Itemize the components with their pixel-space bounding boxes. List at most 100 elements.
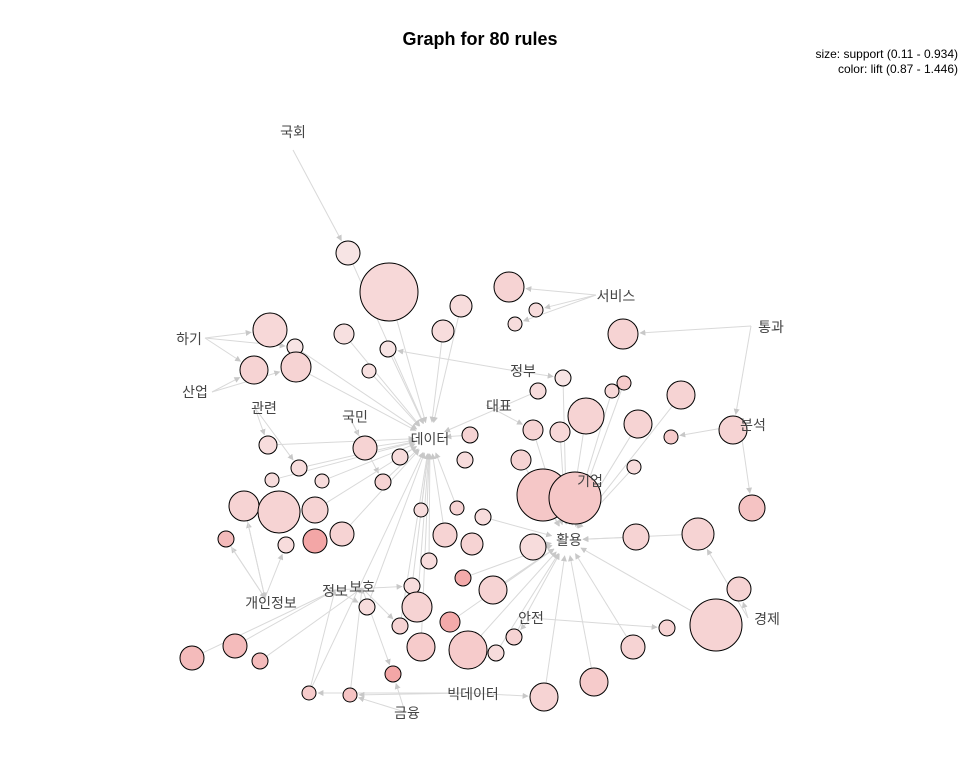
rule-node (460, 532, 484, 556)
lhs-edge (733, 325, 752, 415)
rhs-edge-data (430, 453, 444, 524)
rule-node (251, 652, 269, 670)
lhs-edge (530, 617, 658, 630)
rule-node (329, 521, 355, 547)
rule-node (622, 523, 650, 551)
lhs-edge (394, 682, 406, 713)
item-label: 분석 (740, 418, 766, 434)
lhs-edge (741, 601, 749, 619)
lhs-edge (358, 691, 471, 698)
rule-node (361, 363, 377, 379)
rhs-edge-data (301, 351, 418, 430)
lhs-edge (706, 548, 749, 619)
rule-node (689, 598, 743, 652)
item-label: 경제 (754, 612, 780, 628)
rule-node (604, 383, 620, 399)
rule-node (718, 415, 748, 445)
rhs-edge-hwalyong (517, 553, 560, 631)
rhs-edge-item (310, 589, 337, 687)
item-label: 관련 (251, 401, 277, 417)
rhs-edge-data (445, 433, 463, 440)
lhs-edge (204, 330, 252, 339)
item-label-layer: 국회 서비스 통과 하기 정부 산업 대표 관련 국민 분석 데이터 기업 활용… (176, 125, 784, 722)
rhs-edge-data (349, 341, 421, 427)
rhs-edge-hwalyong (568, 555, 592, 669)
lhs-edge (254, 407, 294, 461)
rule-node (333, 323, 355, 345)
rhs-edge-data (311, 451, 424, 687)
rule-node (449, 500, 465, 516)
rhs-edge-hwalyong (457, 548, 555, 617)
rhs-edge-data (373, 375, 420, 427)
rule-node (607, 318, 639, 350)
rule-node (567, 397, 605, 435)
rhs-edge-data (369, 452, 426, 600)
rule-node (478, 575, 508, 605)
rule-node (548, 471, 602, 525)
item-label: 기업 (577, 474, 603, 490)
rule-node (505, 628, 523, 646)
item-label: 통과 (758, 320, 784, 336)
rule-node (280, 351, 312, 383)
rule-node (493, 271, 525, 303)
lhs-edge (254, 407, 266, 436)
rhs-edge-hwalyong (480, 551, 557, 637)
rule-node (264, 472, 280, 488)
item-label: 서비스 (597, 289, 636, 305)
rule-node (658, 619, 676, 637)
rule-node (529, 682, 559, 712)
rule-node (522, 419, 544, 441)
rule-node (391, 617, 409, 635)
rhs-edge-data (309, 373, 417, 431)
rhs-edge-data (429, 341, 443, 423)
rhs-edge-item (245, 589, 336, 641)
rule-node (456, 451, 474, 469)
rule-node (528, 302, 544, 318)
rule-node-layer (179, 240, 766, 712)
lhs-edge (264, 553, 284, 599)
rule-node (358, 598, 376, 616)
lhs-edge (525, 286, 597, 296)
rhs-edge-data (390, 356, 424, 425)
lhs-edge (361, 587, 394, 620)
item-label: 안전 (518, 611, 544, 627)
legend-color: color: lift (0.87 - 1.446) (838, 62, 958, 76)
lhs-edge (358, 696, 406, 713)
item-label: 데이터 (411, 432, 450, 448)
rule-node (666, 380, 696, 410)
lhs-edge (509, 369, 554, 379)
item-label: 국회 (280, 125, 306, 141)
lhs-edge (544, 294, 597, 310)
lhs-edge (520, 617, 532, 630)
lhs-edge (485, 404, 523, 425)
lhs-edge (639, 325, 752, 336)
item-label: 정부 (510, 364, 536, 380)
rule-node (179, 645, 205, 671)
rule-node (401, 591, 433, 623)
rhs-edge-hwalyong (545, 541, 552, 548)
rule-node (507, 316, 523, 332)
rhs-edge-data (417, 453, 432, 593)
rule-node (454, 569, 472, 587)
lhs-edge (292, 149, 342, 242)
item-label: 정보 (322, 584, 348, 600)
rhs-edge-data (434, 452, 455, 502)
rule-node (290, 459, 308, 477)
rule-node (314, 473, 330, 489)
rhs-edge-hwalyong (580, 547, 694, 613)
rule-node (335, 240, 361, 266)
rule-node (359, 262, 419, 322)
rhs-edge-data (276, 435, 415, 446)
rule-node (301, 496, 329, 524)
rhs-edge-data (426, 453, 433, 554)
rhs-edge-data (396, 319, 428, 424)
rule-node (519, 533, 547, 561)
rule-node (391, 448, 409, 466)
rule-node (432, 522, 458, 548)
lhs-edge (334, 583, 403, 591)
item-label: 활용 (556, 533, 582, 549)
rule-node (301, 685, 317, 701)
rule-node (239, 355, 269, 385)
rule-node (663, 429, 679, 445)
